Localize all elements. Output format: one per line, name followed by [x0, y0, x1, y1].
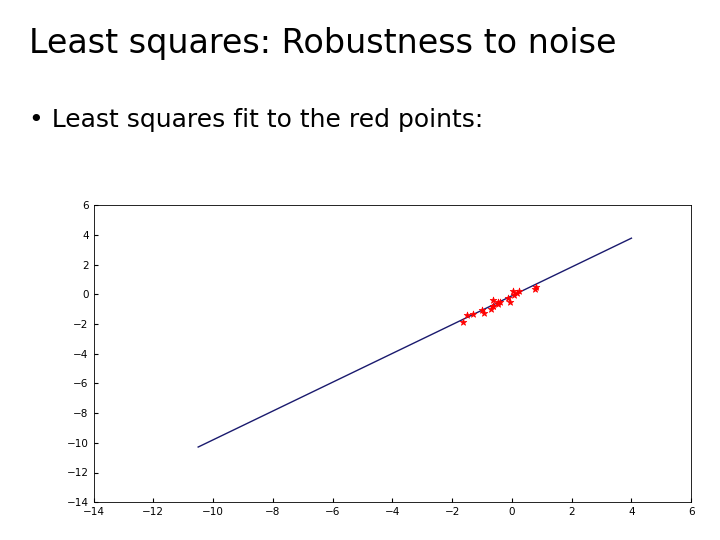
Point — [461, 311, 472, 320]
Point — [508, 291, 520, 300]
Point — [468, 309, 480, 318]
Point — [478, 308, 490, 317]
Point — [495, 298, 506, 306]
Point — [487, 295, 499, 304]
Point — [487, 302, 499, 310]
Point — [487, 302, 499, 310]
Point — [476, 306, 487, 314]
Text: Least squares: Robustness to noise: Least squares: Robustness to noise — [29, 27, 616, 60]
Point — [492, 300, 504, 308]
Point — [485, 305, 497, 313]
Point — [503, 293, 514, 302]
Point — [492, 298, 504, 307]
Point — [513, 287, 525, 296]
Point — [504, 298, 516, 307]
Point — [530, 283, 541, 292]
Text: • Least squares fit to the red points:: • Least squares fit to the red points: — [29, 108, 483, 132]
Point — [508, 287, 519, 295]
Point — [529, 284, 541, 293]
Point — [510, 289, 522, 298]
Point — [457, 318, 469, 327]
